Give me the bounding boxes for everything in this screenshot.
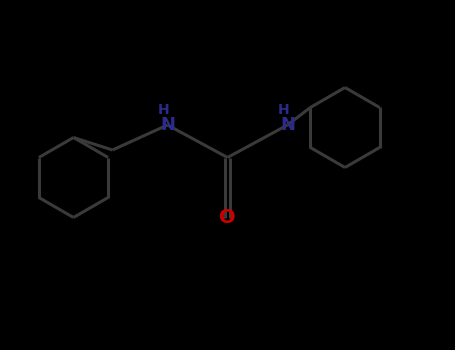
Text: H: H [158,103,170,117]
Text: O: O [219,208,236,227]
Text: N: N [160,116,175,134]
Text: N: N [280,116,295,134]
Text: H: H [278,103,290,117]
